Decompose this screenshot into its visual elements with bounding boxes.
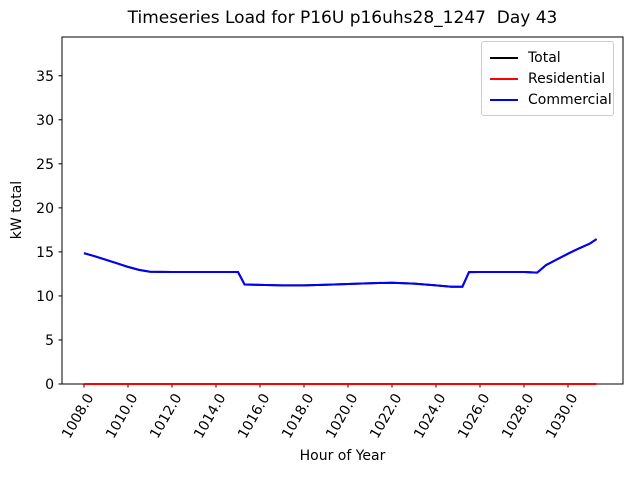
y-tick-label: 25 — [36, 157, 54, 173]
legend-item-total: Total — [490, 47, 605, 68]
x-tick-label: 1010.0 — [103, 391, 141, 441]
legend-label-residential: Residential — [528, 70, 606, 87]
y-tick-label: 30 — [36, 113, 54, 129]
residential-line-sample-icon — [490, 77, 518, 80]
commercial-line-sample-icon — [490, 98, 518, 101]
legend-label-commercial: Commercial — [528, 91, 612, 108]
series-line-commercial — [83, 238, 598, 288]
y-tick-label: 0 — [45, 377, 54, 393]
x-tick-label: 1022.0 — [367, 391, 405, 441]
y-tick-label: 10 — [36, 289, 54, 305]
y-tick-label: 20 — [36, 201, 54, 217]
x-tick-label: 1008.0 — [59, 391, 97, 441]
x-tick-label: 1012.0 — [147, 391, 185, 441]
total-line-sample-icon — [490, 56, 518, 59]
y-tick-label: 15 — [36, 245, 54, 261]
x-tick-label: 1024.0 — [411, 391, 449, 441]
chart-title: Timeseries Load for P16U p16uhs28_1247 D… — [127, 8, 558, 28]
y-tick-label: 5 — [45, 333, 54, 349]
y-axis-label: kW total — [9, 180, 25, 240]
x-tick-label: 1018.0 — [279, 391, 317, 441]
x-tick-label: 1020.0 — [323, 391, 361, 441]
x-tick-label: 1028.0 — [499, 391, 537, 441]
x-tick-label: 1030.0 — [543, 391, 581, 441]
legend: Total Residential Commercial — [481, 41, 614, 116]
legend-item-residential: Residential — [490, 68, 605, 89]
legend-label-total: Total — [528, 49, 561, 66]
x-axis-label: Hour of Year — [299, 448, 386, 464]
x-tick-label: 1026.0 — [455, 391, 493, 441]
x-tick-label: 1014.0 — [191, 391, 229, 441]
legend-item-commercial: Commercial — [490, 89, 612, 110]
y-tick-label: 35 — [36, 69, 54, 85]
x-tick-label: 1016.0 — [235, 391, 273, 441]
